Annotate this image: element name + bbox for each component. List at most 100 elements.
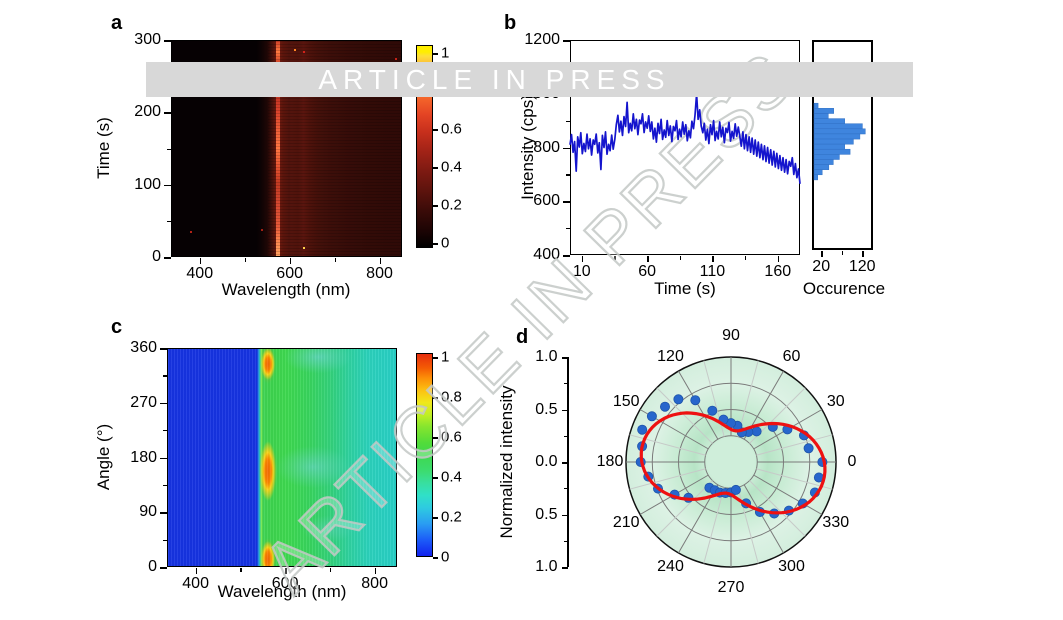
panel-c-letter: c — [111, 316, 123, 338]
axis-tick — [164, 257, 171, 259]
axis-tick — [379, 258, 382, 264]
axis-tick — [433, 357, 438, 359]
polar-data-dot — [637, 441, 648, 452]
colorbar-tick-label: 0.8 — [441, 388, 462, 406]
polar-data-dot — [646, 411, 657, 422]
axis-tick — [563, 255, 570, 257]
tick-label: 600 — [271, 575, 299, 592]
polar-data-dot — [643, 471, 654, 482]
axis-tick — [566, 120, 570, 122]
polar-data-dot — [660, 401, 671, 412]
axis-tick — [164, 40, 171, 42]
tick-label: 90 — [139, 503, 157, 521]
polar-spoke — [756, 468, 833, 490]
polar-data-dot — [741, 498, 752, 509]
radial-tick-label: 1.0 — [535, 348, 558, 365]
axis-tick — [289, 258, 292, 264]
axis-tick — [160, 512, 167, 514]
axis-tick — [433, 167, 438, 169]
article-in-press-banner: ARTICLE IN PRESS — [146, 62, 913, 97]
polar-spoke — [737, 487, 759, 564]
polar-grid-circle — [678, 409, 784, 515]
tick-label: 100 — [134, 175, 161, 193]
banner-text: ARTICLE IN PRESS — [318, 63, 671, 95]
tick-label: 1200 — [524, 31, 560, 48]
radial-tick-label: 0.5 — [535, 400, 558, 418]
axis-tick — [563, 147, 570, 149]
polar-angle-label: 30 — [826, 392, 845, 410]
radial-axis-line — [567, 357, 569, 567]
tick-label: 0 — [152, 248, 161, 265]
axis-tick — [745, 256, 747, 260]
axis-tick — [433, 397, 438, 399]
panel-d-letter: d — [516, 326, 529, 348]
axis-tick — [564, 383, 568, 385]
axis-tick — [163, 484, 167, 487]
hot-pixel — [303, 247, 305, 249]
radial-tick-label: 0.0 — [535, 453, 558, 470]
axis-tick — [614, 256, 616, 260]
tick-label: 270 — [130, 393, 157, 411]
polar-data-dot — [743, 426, 754, 437]
polar-data-dot — [767, 421, 778, 432]
axis-tick — [561, 514, 568, 516]
tick-label: 360 — [130, 339, 157, 356]
tick-label: 10 — [572, 263, 591, 280]
polar-data-dot — [751, 426, 762, 437]
heatmap-c-image — [168, 349, 396, 566]
tick-label: 800 — [361, 575, 388, 592]
polar-data-dot — [797, 498, 808, 509]
polar-data-dot — [653, 483, 664, 494]
polar-data-dot — [709, 485, 720, 496]
polar-data-dot — [782, 424, 793, 435]
b-xaxis-label: Time (s) — [654, 279, 716, 298]
polar-fit-curve — [639, 411, 827, 515]
axis-tick — [561, 357, 568, 359]
polar-data-dot — [732, 420, 743, 431]
polar-spoke — [756, 434, 833, 456]
tick-label: 400 — [533, 246, 560, 263]
axis-tick — [374, 568, 377, 574]
colorbar-tick-label: 0.4 — [441, 158, 462, 176]
hot-pixel — [303, 51, 305, 53]
polar-angle-label: 60 — [782, 348, 801, 366]
axis-tick — [433, 205, 438, 207]
axis-tick — [561, 567, 568, 569]
polar-spoke — [749, 480, 806, 537]
hist-xaxis-label: Occurence — [802, 279, 886, 298]
colorbar-tick-label: 0 — [441, 548, 450, 566]
tick-label: 800 — [533, 138, 560, 156]
tick-label: 20 — [812, 258, 831, 275]
polar-angle-label: 270 — [717, 579, 745, 596]
polar-data-dot — [669, 489, 680, 500]
axis-tick — [433, 437, 438, 439]
colorbar-c — [416, 353, 433, 557]
panel-a-letter: a — [111, 12, 123, 34]
polar-angle-label: 150 — [612, 392, 640, 410]
colorbar-tick-label: 1 — [441, 44, 450, 62]
tick-label: 600 — [276, 265, 303, 282]
axis-tick — [160, 457, 167, 459]
axis-tick — [679, 256, 681, 260]
axis-tick — [647, 256, 649, 262]
axis-tick — [561, 409, 568, 411]
tick-label: 60 — [638, 263, 656, 280]
polar-data-dot — [769, 508, 780, 519]
polar-spoke — [656, 480, 713, 537]
hot-pixel — [294, 49, 296, 51]
axis-tick — [581, 256, 584, 262]
polar-data-dot — [714, 487, 725, 498]
axis-tick — [167, 148, 171, 150]
tick-label: 180 — [130, 448, 157, 466]
c-xaxis-label: Wavelength (nm) — [217, 582, 347, 601]
colorbar-tick-label: 1 — [441, 348, 450, 366]
axis-tick — [160, 348, 167, 350]
hot-pixel — [190, 231, 192, 233]
axis-tick — [566, 174, 570, 176]
polar-spoke — [656, 387, 713, 444]
axis-tick — [563, 201, 570, 203]
tick-label: 600 — [533, 192, 560, 210]
polar-data-dot — [635, 456, 646, 467]
polar-data-dot — [673, 394, 684, 405]
axis-tick — [563, 40, 570, 42]
